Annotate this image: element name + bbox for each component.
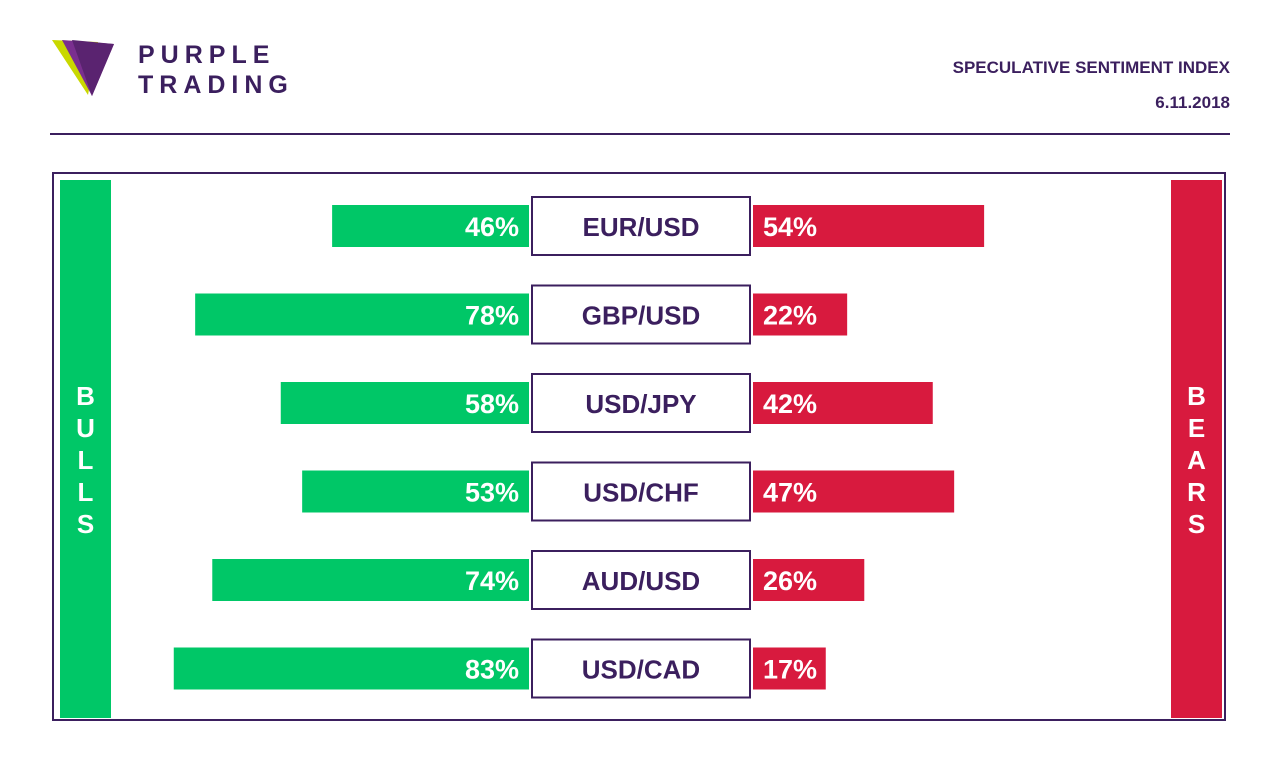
bears-value-label: 47% [763, 478, 817, 508]
bears-bar [753, 559, 865, 601]
purple-trading-logo-icon [52, 40, 114, 96]
brand-name: PURPLE TRADING [138, 40, 294, 100]
header-divider [50, 133, 1230, 135]
currency-pair-label: USD/CHF [583, 478, 699, 508]
bulls-value-label: 46% [465, 212, 519, 242]
pair-label-box [531, 550, 751, 610]
bears-bar [753, 382, 933, 424]
bears-bar [753, 647, 826, 690]
bears-bar [753, 205, 985, 247]
bears-value-label: 54% [763, 212, 817, 242]
bears-value-label: 17% [763, 655, 817, 685]
currency-pair-label: GBP/USD [582, 301, 700, 331]
bulls-bar [332, 205, 529, 247]
bears-value-label: 42% [763, 389, 817, 419]
brand-line-2: TRADING [138, 71, 294, 99]
bulls-bar [195, 293, 529, 336]
currency-pair-label: EUR/USD [582, 212, 699, 242]
bears-bar [753, 470, 955, 513]
bears-bar [753, 293, 848, 336]
currency-pair-label: USD/JPY [585, 389, 696, 419]
bulls-value-label: 78% [465, 301, 519, 331]
currency-pair-label: AUD/USD [582, 566, 700, 596]
pair-label-box [531, 373, 751, 433]
bears-value-label: 22% [763, 301, 817, 331]
pair-label-box [531, 638, 751, 699]
brand-line-1: PURPLE [138, 41, 276, 69]
pair-label-box [531, 196, 751, 256]
report-date: 6.11.2018 [1155, 93, 1230, 112]
bulls-bar [302, 470, 529, 513]
bulls-bar [212, 559, 529, 601]
pair-label-box [531, 461, 751, 522]
chart-frame [52, 172, 1226, 721]
bulls-value-label: 74% [465, 566, 519, 596]
bulls-bar [280, 382, 529, 424]
bears-value-label: 26% [763, 566, 817, 596]
bulls-value-label: 53% [465, 478, 519, 508]
pair-label-box [531, 284, 751, 345]
page-title: SPECULATIVE SENTIMENT INDEX [952, 58, 1230, 77]
currency-pair-label: USD/CAD [582, 655, 700, 685]
bulls-value-label: 83% [465, 655, 519, 685]
bulls-bar [173, 647, 529, 690]
brand-logo: PURPLE TRADING [52, 40, 312, 100]
bulls-value-label: 58% [465, 389, 519, 419]
